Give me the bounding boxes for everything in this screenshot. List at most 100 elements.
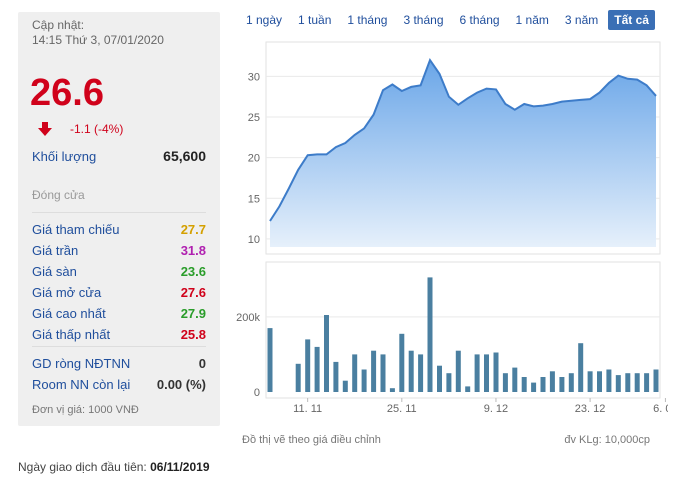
- stat-row: Giá cao nhất 27.9: [32, 306, 206, 321]
- price-tick-label: 10: [248, 234, 260, 246]
- volume-bar: [389, 388, 395, 392]
- x-tick-label: 6. 01: [653, 403, 668, 415]
- price-tick-label: 30: [248, 71, 260, 83]
- volume-bar: [371, 350, 377, 392]
- volume-bar: [568, 373, 574, 392]
- volume-bar: [484, 354, 489, 392]
- stat-label: Giá thấp nhất: [32, 327, 111, 342]
- volume-value: 65,600: [163, 148, 206, 164]
- x-tick-label: 9. 12: [484, 403, 508, 415]
- stat-row: Giá thấp nhất 25.8: [32, 327, 206, 342]
- foreign-room-row: Room NN còn lại 0.00 (%): [32, 377, 206, 392]
- volume-bar: [615, 375, 621, 392]
- x-tick-label: 11. 11: [293, 403, 322, 415]
- volume-bar: [446, 373, 452, 392]
- tab-period[interactable]: 3 tháng: [403, 13, 444, 27]
- volume-bar: [352, 354, 358, 392]
- volume-bar: [465, 386, 471, 392]
- divider: [32, 212, 206, 213]
- volume-bar: [437, 365, 442, 392]
- stat-value: 25.8: [180, 327, 206, 342]
- volume-bar: [427, 277, 433, 392]
- volume-tick-label: 0: [254, 387, 260, 399]
- price-tick-label: 20: [248, 153, 260, 165]
- volume-bar: [305, 339, 311, 392]
- price-change: -1.1 (-4%): [70, 122, 124, 136]
- stat-row: Giá tham chiếu 27.7: [32, 222, 206, 237]
- tab-period[interactable]: 3 năm: [564, 13, 599, 27]
- price-area: [270, 60, 656, 247]
- first-trading-day-label: Ngày giao dịch đầu tiên:: [18, 460, 147, 474]
- volume-bar: [512, 367, 518, 392]
- current-price: 26.6: [30, 72, 104, 114]
- stat-value: 27.9: [180, 306, 206, 321]
- price-unit-note: Đơn vị giá: 1000 VNĐ: [32, 404, 139, 416]
- foreign-room-label: Room NN còn lại: [32, 377, 131, 392]
- volume-bar: [342, 380, 348, 392]
- tab-period[interactable]: 1 ngày: [246, 13, 283, 27]
- price-tick-label: 15: [248, 193, 260, 205]
- volume-bar: [408, 350, 414, 392]
- volume-bar: [493, 352, 499, 392]
- volume-bar: [361, 369, 367, 392]
- stat-label: Giá mở cửa: [32, 285, 102, 300]
- update-time: 14:15 Thứ 3, 07/01/2020: [32, 33, 164, 47]
- volume-bar: [502, 373, 508, 392]
- foreign-net-label: GD ròng NĐTNN: [32, 356, 131, 371]
- x-tick-label: 23. 12: [575, 403, 606, 415]
- tab-period[interactable]: Tất cả: [608, 10, 655, 30]
- volume-bar: [474, 354, 480, 392]
- stat-value: 27.7: [180, 222, 206, 237]
- stat-row: Giá mở cửa 27.6: [32, 285, 206, 300]
- foreign-net-value: 0: [198, 356, 206, 371]
- volume-bar: [540, 377, 546, 392]
- volume-bar: [418, 354, 424, 392]
- stat-label: Giá trần: [32, 243, 79, 258]
- volume-bar: [606, 369, 612, 392]
- volume-row: Khối lượng 65,600: [32, 148, 206, 164]
- volume-bar: [559, 377, 565, 392]
- volume-bar: [399, 333, 405, 392]
- volume-label: Khối lượng: [32, 149, 97, 164]
- stat-row: Giá trần 31.8: [32, 243, 206, 258]
- stat-label: Giá cao nhất: [32, 306, 106, 321]
- chart-note: Đồ thị vẽ theo giá điều chỉnh: [242, 434, 381, 446]
- down-arrow-icon: [38, 122, 52, 136]
- stock-chart: 10 15 20 25 30 0 200k 11. 11 25. 11 9. 12 23. 12 6.…: [236, 41, 668, 415]
- period-tabs: 1 ngày 1 tuần 1 tháng 3 tháng 6 tháng 1 năm 3 …: [240, 10, 655, 30]
- foreign-room-value: 0.00 (%): [156, 377, 206, 392]
- stock-info-panel: Cập nhật: 14:15 Thứ 3, 07/01/2020 26.6 -…: [18, 12, 220, 426]
- stat-value: 27.6: [180, 285, 206, 300]
- foreign-net-row: GD ròng NĐTNN 0: [32, 356, 206, 371]
- first-trading-day-value: 06/11/2019: [150, 460, 210, 474]
- volume-bar: [587, 371, 593, 392]
- stat-value: 31.8: [180, 243, 206, 258]
- volume-bar: [531, 382, 537, 392]
- volume-bar: [625, 373, 631, 392]
- volume-bar: [314, 346, 320, 392]
- volume-bar: [267, 328, 273, 392]
- volume-bar: [653, 369, 659, 392]
- volume-unit-note: đv KLg: 10,000cp: [564, 434, 650, 446]
- volume-bar: [455, 350, 461, 392]
- volume-bar: [578, 343, 584, 392]
- volume-bar: [597, 371, 602, 392]
- price-pane: [265, 41, 661, 255]
- volume-bar: [634, 373, 640, 392]
- tab-period[interactable]: 1 tuần: [298, 13, 332, 27]
- volume-bar: [333, 361, 339, 392]
- volume-pane: [265, 261, 661, 399]
- volume-bar: [324, 315, 329, 392]
- tab-period[interactable]: 1 năm: [515, 13, 549, 27]
- closed-status: Đóng cửa: [32, 188, 85, 202]
- tab-period[interactable]: 6 tháng: [459, 13, 500, 27]
- stat-value: 23.6: [180, 264, 206, 279]
- stat-label: Giá tham chiếu: [32, 222, 120, 237]
- x-tick-label: 25. 11: [387, 403, 417, 415]
- update-label: Cập nhật:: [32, 18, 85, 32]
- price-tick-label: 25: [248, 112, 260, 124]
- volume-bar: [380, 354, 386, 392]
- volume-bar: [549, 371, 555, 392]
- volume-bar: [644, 373, 650, 392]
- tab-period[interactable]: 1 tháng: [347, 13, 388, 27]
